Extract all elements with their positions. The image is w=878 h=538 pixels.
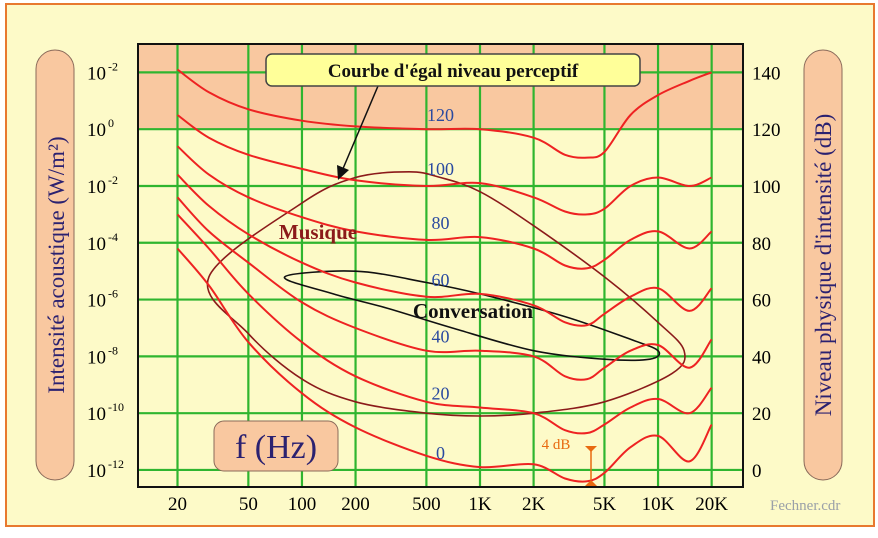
y-left-tick-label: 10 [87,120,106,141]
curve-80-phon [176,145,713,270]
x-tick-label: 500 [412,494,441,515]
y-left-tick-label: 10 [87,177,106,198]
phon-labels: 120 100 80 60 40 20 0 [427,105,454,463]
x-tick-label: 100 [288,494,317,515]
y-left-tick-exponent: -4 [108,230,118,244]
region-conversation [283,270,661,362]
y-left-tick-exponent: -2 [108,173,118,187]
phon-label-40: 40 [432,327,450,347]
y-left-tick-label: 10 [87,347,106,368]
y-right-axis-label: Niveau physique d'intensité (dB) [811,114,836,416]
credit-text: Fechner.cdr [770,498,840,514]
curve-20-phon [176,213,713,435]
curve-40-phon [176,196,713,381]
x-tick-label: 5K [593,494,617,515]
y-left-tick-label: 10 [87,291,106,312]
y-left-tick-exponent: -6 [108,287,118,301]
phon-label-100: 100 [427,159,454,179]
y-left-axis-title: Intensité acoustique (W/m²) [35,49,75,481]
y-left-tick-label: 10 [87,404,106,425]
y-right-tick-label: 120 [752,120,781,141]
callout-arrow-line [341,85,379,172]
equal-loudness-curves [176,68,713,483]
four-db-marker: 4 dB [542,437,597,486]
x-tick-labels: 20 50 100 200 500 1K 2K 5K 10K 20K [168,494,728,515]
y-right-tick-label: 100 [752,177,781,198]
plot-border [137,43,744,488]
x-tick-label: 50 [239,494,258,515]
y-right-tick-label: 0 [752,461,762,482]
x-tick-label: 1K [468,494,492,515]
x-tick-label: 10K [642,494,675,515]
y-left-tick-exponent: 0 [108,116,114,130]
x-axis-title: f (Hz) [213,420,339,472]
y-left-tick-label: 10 [87,461,106,482]
callout-text: Courbe d'égal niveau perceptif [328,61,579,82]
y-right-axis-title: Niveau physique d'intensité (dB) [803,49,843,481]
x-tick-label: 20 [168,494,187,515]
musique-label: Musique [279,220,357,244]
y-left-tick-label: 10 [87,234,106,255]
phon-label-20: 20 [432,383,450,403]
x-tick-label: 200 [341,494,370,515]
phon-label-80: 80 [432,213,450,233]
y-left-tick-exponent: -8 [108,343,118,357]
phon-label-0: 0 [436,443,445,463]
phon-label-120: 120 [427,105,454,125]
y-left-tick-exponent: -10 [108,400,124,414]
y-left-tick-exponent: -12 [108,457,124,471]
y-left-tick-label: 10 [87,63,106,84]
curve-100-phon [176,114,713,216]
phon-label-60: 60 [432,270,450,290]
conversation-label: Conversation [413,299,533,323]
callout: Courbe d'égal niveau perceptif [265,53,641,180]
curve-0-phon [176,247,713,483]
x-tick-label: 2K [522,494,546,515]
y-right-tick-label: 60 [752,291,771,312]
y-right-tick-label: 40 [752,347,771,368]
curve-60-phon [176,173,713,327]
curve-120-phon [176,68,712,159]
regions [206,170,686,417]
y-right-tick-label: 140 [752,63,781,84]
region-musique [206,170,686,417]
y-right-tick-label: 80 [752,234,771,255]
y-right-tick-label: 20 [752,404,771,425]
x-tick-label: 20K [695,494,728,515]
four-db-label: 4 dB [542,437,571,453]
y-left-tick-exponent: -2 [108,59,118,73]
x-axis-label: f (Hz) [235,429,317,466]
y-right-tick-labels: 140 120 100 80 60 40 20 0 [752,63,781,482]
callout-arrowhead [337,165,349,180]
y-left-axis-label: Intensité acoustique (W/m²) [44,136,69,393]
